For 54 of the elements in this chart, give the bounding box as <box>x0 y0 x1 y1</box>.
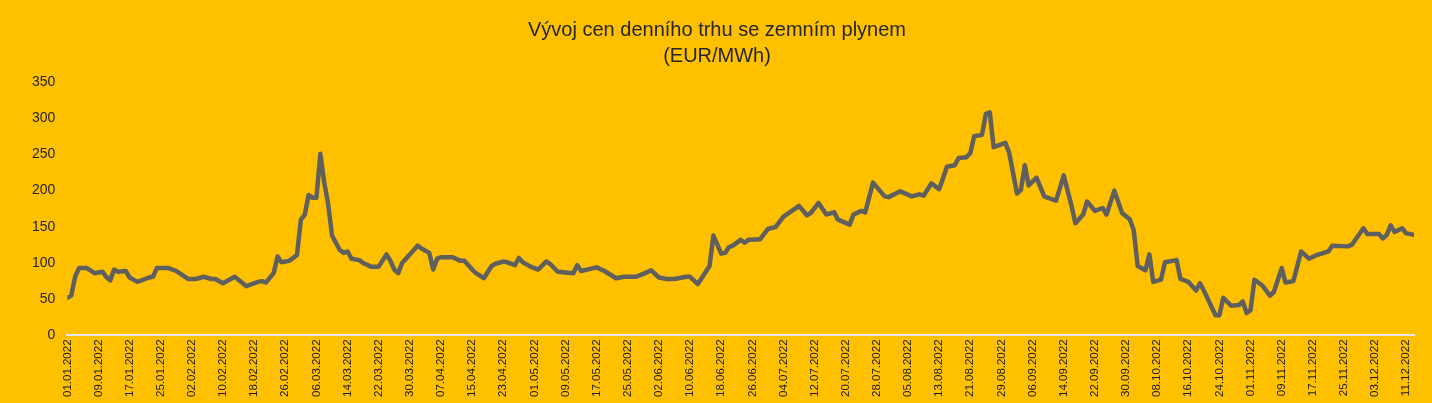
x-tick-label: 30.09.2022 <box>1119 339 1132 398</box>
x-tick-label: 05.08.2022 <box>901 339 914 398</box>
x-tick-label: 25.11.2022 <box>1337 339 1350 397</box>
y-tick-label: 100 <box>32 253 56 270</box>
x-tick-label: 26.06.2022 <box>745 339 758 398</box>
chart-subtitle: (EUR/MWh) <box>663 43 771 66</box>
y-tick-label: 350 <box>32 72 56 89</box>
x-tick-label: 17.01.2022 <box>122 339 135 398</box>
x-tick-label: 16.10.2022 <box>1181 339 1194 398</box>
x-tick-label: 03.12.2022 <box>1368 339 1381 398</box>
x-tick-label: 18.02.2022 <box>247 339 260 398</box>
x-tick-label: 21.08.2022 <box>963 339 976 398</box>
x-tick-label: 23.04.2022 <box>496 339 509 398</box>
x-tick-label: 10.06.2022 <box>683 339 696 398</box>
x-tick-label: 12.07.2022 <box>807 339 820 398</box>
x-tick-label: 10.02.2022 <box>216 339 229 398</box>
y-tick-label: 0 <box>47 326 56 343</box>
x-tick-label: 14.03.2022 <box>340 339 353 398</box>
x-tick-label: 08.10.2022 <box>1150 339 1163 398</box>
x-tick-label: 17.05.2022 <box>589 339 602 398</box>
x-tick-label: 01.11.2022 <box>1243 339 1256 397</box>
x-tick-label: 09.05.2022 <box>558 339 571 398</box>
x-tick-label: 24.10.2022 <box>1212 339 1225 398</box>
x-tick-label: 29.08.2022 <box>994 339 1007 398</box>
y-tick-label: 200 <box>32 181 56 198</box>
x-tick-label: 04.07.2022 <box>776 339 789 398</box>
x-tick-label: 15.04.2022 <box>465 339 478 398</box>
x-tick-label: 01.01.2022 <box>60 339 73 398</box>
x-tick-label: 06.03.2022 <box>309 339 322 398</box>
y-tick-label: 300 <box>32 109 56 126</box>
y-tick-label: 150 <box>32 217 56 234</box>
x-tick-label: 09.01.2022 <box>91 339 104 398</box>
chart-title: Vývoj cen denního trhu se zemním plynem <box>528 17 906 40</box>
x-tick-label: 18.06.2022 <box>714 339 727 398</box>
x-tick-label: 02.02.2022 <box>185 339 198 398</box>
x-tick-label: 14.09.2022 <box>1056 339 1069 398</box>
x-tick-label: 11.12.2022 <box>1399 339 1412 397</box>
x-tick-label: 25.05.2022 <box>620 339 633 398</box>
x-tick-label: 30.03.2022 <box>403 339 416 398</box>
x-tick-label: 25.01.2022 <box>153 339 166 398</box>
x-tick-label: 01.05.2022 <box>527 339 540 398</box>
x-tick-label: 22.03.2022 <box>371 339 384 398</box>
x-tick-label: 06.09.2022 <box>1025 339 1038 398</box>
x-tick-label: 17.11.2022 <box>1305 339 1318 397</box>
y-tick-label: 250 <box>32 145 56 162</box>
x-tick-label: 26.02.2022 <box>278 339 291 398</box>
x-tick-label: 09.11.2022 <box>1274 339 1287 397</box>
y-tick-label: 50 <box>39 290 56 307</box>
x-tick-label: 22.09.2022 <box>1088 339 1101 398</box>
x-tick-label: 28.07.2022 <box>870 339 883 398</box>
x-tick-label: 13.08.2022 <box>932 339 945 398</box>
x-tick-label: 07.04.2022 <box>434 339 447 398</box>
x-tick-label: 20.07.2022 <box>838 339 851 398</box>
x-tick-label: 02.06.2022 <box>652 339 665 398</box>
